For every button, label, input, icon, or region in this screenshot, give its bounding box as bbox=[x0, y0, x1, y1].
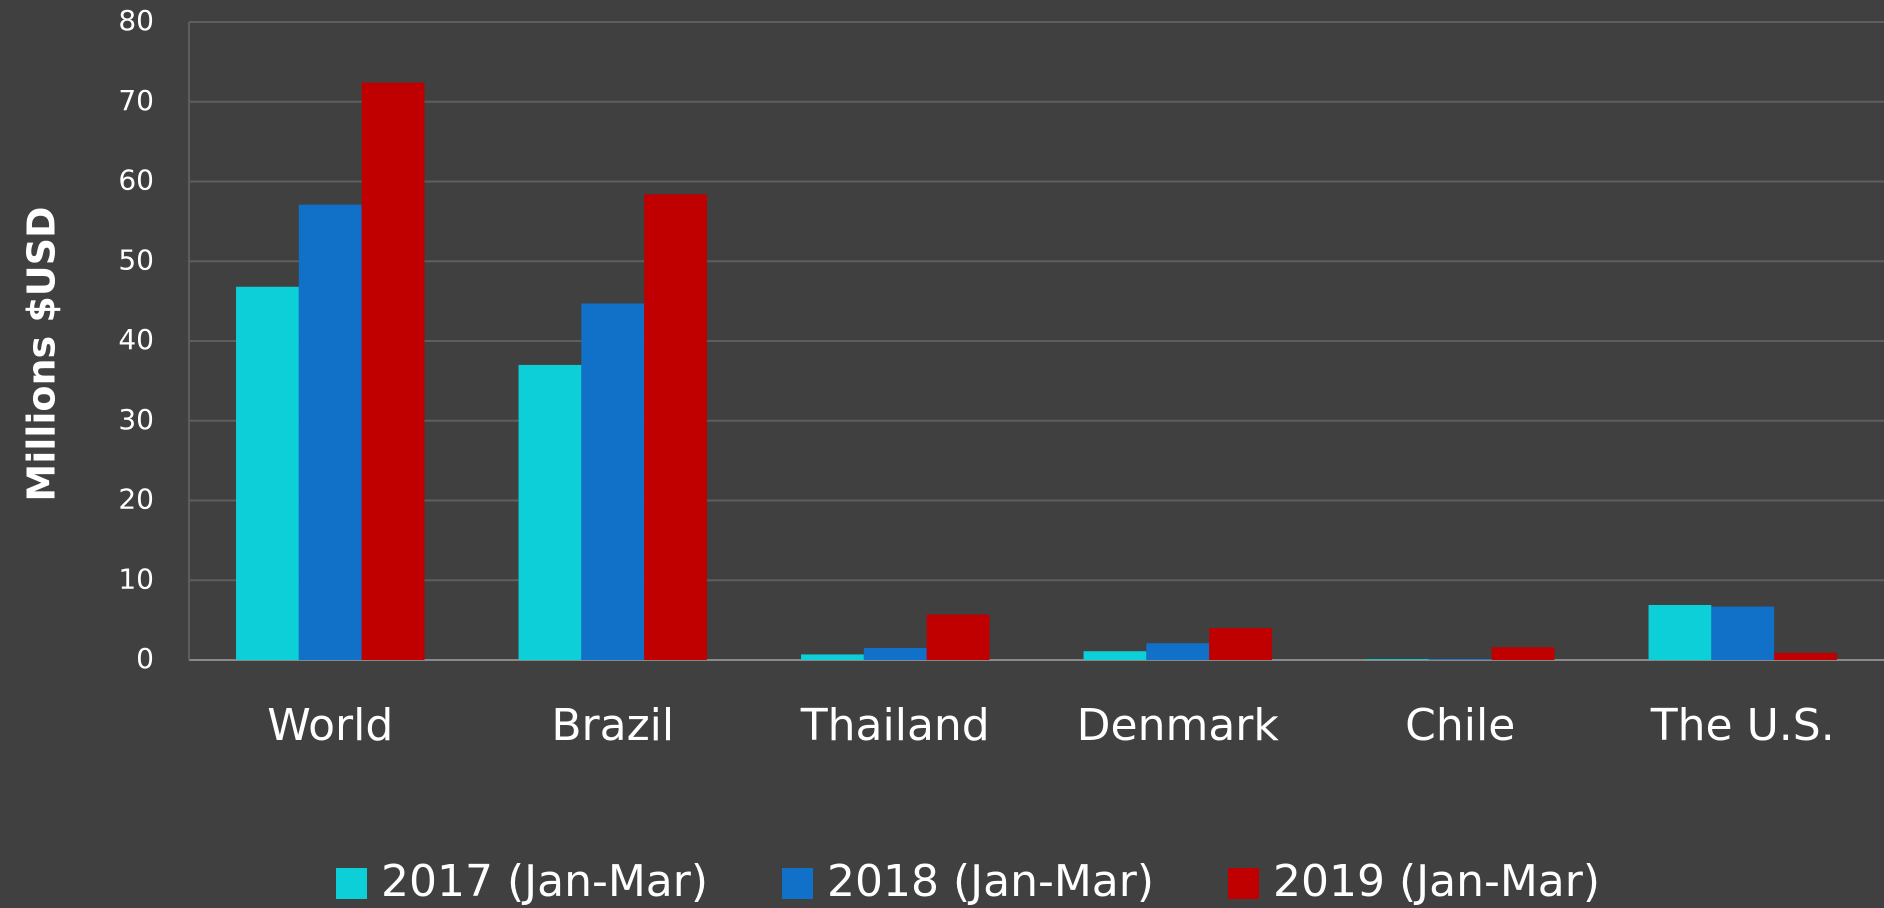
legend-swatch bbox=[1228, 868, 1259, 899]
y-tick-label: 0 bbox=[136, 642, 154, 675]
legend-swatch bbox=[336, 868, 367, 899]
y-tick-label: 40 bbox=[118, 323, 154, 356]
legend-label: 2017 (Jan-Mar) bbox=[381, 856, 708, 907]
y-tick-label: 50 bbox=[118, 243, 154, 276]
legend-label: 2019 (Jan-Mar) bbox=[1273, 856, 1600, 907]
bar bbox=[1209, 628, 1272, 660]
bar bbox=[518, 364, 582, 660]
bar bbox=[361, 82, 425, 661]
bar bbox=[298, 204, 362, 660]
y-tick-label: 80 bbox=[118, 4, 154, 37]
bar bbox=[1711, 606, 1775, 660]
bar bbox=[644, 194, 707, 660]
bar bbox=[1648, 604, 1712, 660]
y-tick-label: 20 bbox=[118, 483, 154, 516]
x-tick-label: Denmark bbox=[1077, 700, 1280, 751]
bar bbox=[1146, 643, 1210, 660]
bar bbox=[801, 654, 864, 660]
x-tick-label: Chile bbox=[1405, 700, 1515, 751]
y-axis-title: Millions $USD bbox=[20, 206, 64, 501]
bar bbox=[1083, 651, 1147, 660]
y-tick-label: 10 bbox=[118, 562, 154, 595]
legend-swatch bbox=[782, 868, 813, 899]
bar bbox=[236, 286, 299, 660]
y-tick-label: 60 bbox=[118, 164, 154, 197]
x-tick-label: Thailand bbox=[800, 700, 990, 751]
bar bbox=[581, 303, 645, 660]
bar bbox=[1774, 652, 1837, 660]
legend-label: 2018 (Jan-Mar) bbox=[827, 856, 1154, 907]
bar bbox=[1491, 647, 1555, 660]
x-tick-label: Brazil bbox=[551, 700, 674, 751]
x-tick-label: The U.S. bbox=[1650, 700, 1835, 751]
bar bbox=[926, 614, 990, 660]
x-tick-label: World bbox=[267, 700, 393, 751]
bar bbox=[863, 648, 927, 660]
y-tick-label: 30 bbox=[118, 403, 154, 436]
bar bbox=[1428, 659, 1492, 660]
bar bbox=[1366, 659, 1429, 660]
y-tick-label: 70 bbox=[118, 84, 154, 117]
